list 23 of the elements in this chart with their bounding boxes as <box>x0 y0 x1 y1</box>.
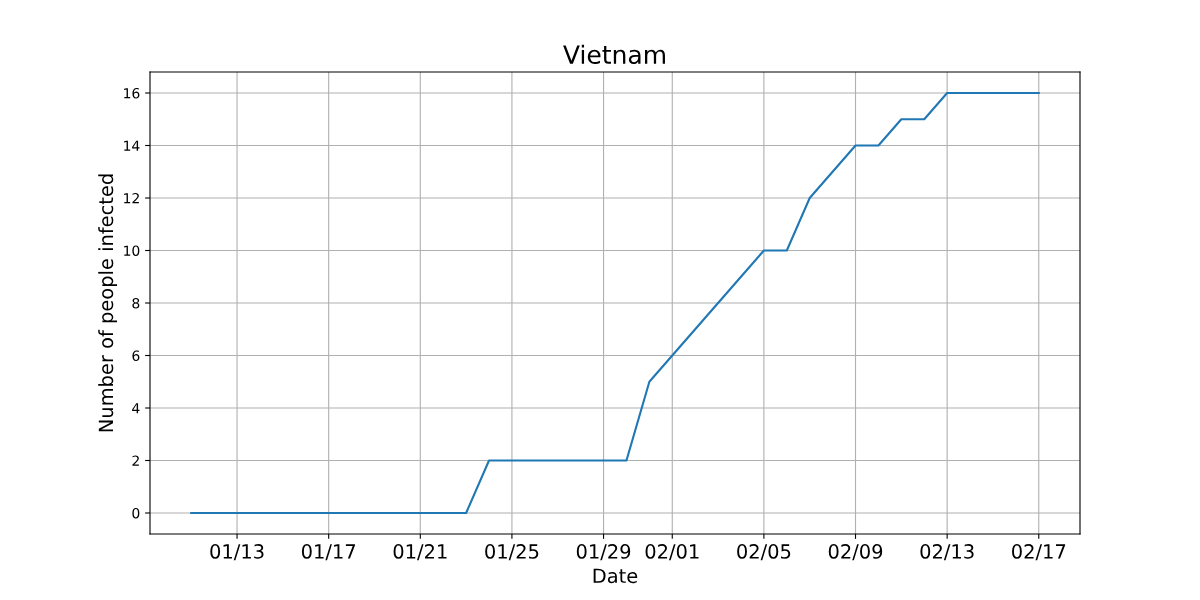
line-series <box>190 91 1040 515</box>
x-tick-label: 02/17 <box>1012 544 1066 561</box>
x-axis-title: Date <box>593 568 638 584</box>
y-axis-title: Number of people infected <box>98 174 118 432</box>
x-tick-label: 02/01 <box>645 544 699 561</box>
y-tick-label: 4 <box>132 403 140 414</box>
y-tick-label: 16 <box>124 87 140 99</box>
x-tick-label: 02/05 <box>737 544 791 561</box>
y-tick-label: 6 <box>132 350 140 361</box>
x-tick-label: 02/09 <box>828 544 883 561</box>
x-tick-label: 01/25 <box>485 544 539 561</box>
x-tick-label: 02/13 <box>920 544 974 561</box>
x-tick-label: 01/13 <box>210 544 264 561</box>
x-tick-label: 01/29 <box>576 544 631 561</box>
x-tick-label: 01/21 <box>393 544 447 561</box>
y-tick-label: 2 <box>132 455 139 466</box>
y-tick-label: 10 <box>124 245 140 256</box>
y-tick-label: 8 <box>132 297 140 309</box>
y-tick-label: 12 <box>124 192 139 204</box>
chart-title: Vietnam <box>563 44 665 65</box>
y-tick-label: 0 <box>132 507 140 519</box>
x-tick-label: 01/17 <box>301 544 356 561</box>
y-tick-label: 14 <box>124 140 140 151</box>
